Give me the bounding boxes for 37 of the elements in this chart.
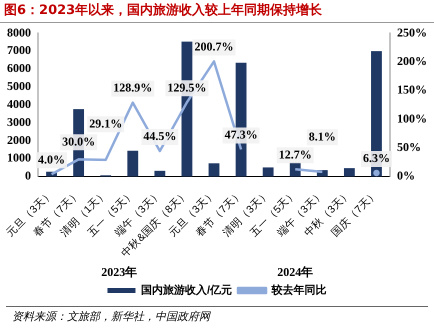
data-label: 200.7% bbox=[194, 40, 234, 54]
data-label: 129.5% bbox=[167, 80, 206, 94]
y-tick-label: 8000 bbox=[7, 25, 31, 40]
y-tick-label: 1000 bbox=[7, 150, 31, 165]
legend-label: 较去年同比 bbox=[270, 284, 327, 297]
y-tick-label: 3000 bbox=[7, 114, 31, 129]
y-tick-label: 5000 bbox=[7, 79, 31, 94]
data-label: 6.3% bbox=[362, 151, 390, 166]
y2-tick-label: 200% bbox=[397, 54, 427, 68]
text: 2023年 bbox=[101, 265, 138, 280]
y2-tick-label: 0% bbox=[397, 168, 415, 183]
text: 资料来源：文旅部，新华社，中国政府网 bbox=[6, 306, 428, 327]
data-label: 29.1% bbox=[89, 116, 122, 130]
chart-title: 图6：2023年以来，国内旅游收入较上年同期保持增长 bbox=[0, 0, 434, 23]
data-label: 12.7% bbox=[278, 147, 312, 162]
y2-tick-label: 250% bbox=[397, 25, 427, 40]
data-label: 4.0% bbox=[38, 152, 66, 166]
legend-label: 国内旅游收入/亿元 bbox=[140, 284, 232, 297]
bar bbox=[262, 167, 274, 177]
y2-tick-label: 100% bbox=[397, 111, 427, 126]
data-label: 8.1% bbox=[308, 129, 336, 144]
data-label: 128.9% bbox=[113, 80, 152, 95]
y-tick-label: 0 bbox=[25, 168, 31, 183]
bar bbox=[344, 168, 355, 177]
data-label: 44.5% bbox=[143, 129, 176, 144]
y-tick-label: 2000 bbox=[7, 132, 31, 147]
y-tick-label: 4000 bbox=[7, 96, 31, 111]
y2-tick-label: 50% bbox=[397, 140, 421, 154]
bar bbox=[154, 170, 166, 177]
data-label: 47.3% bbox=[224, 128, 258, 142]
text: 2024年 bbox=[277, 265, 314, 280]
data-label: 30.0% bbox=[62, 134, 96, 148]
y2-tick-label: 150% bbox=[397, 82, 427, 97]
y-tick-label: 7000 bbox=[7, 43, 31, 58]
bar bbox=[127, 150, 138, 177]
y-tick-label: 6000 bbox=[7, 61, 31, 76]
bar bbox=[208, 163, 220, 177]
